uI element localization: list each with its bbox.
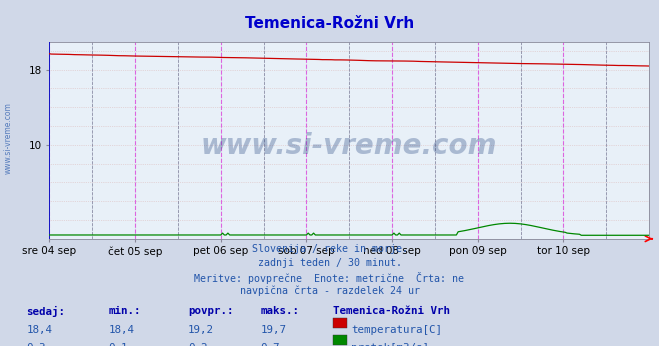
Text: Slovenija / reke in morje.: Slovenija / reke in morje. — [252, 244, 407, 254]
Text: www.si-vreme.com: www.si-vreme.com — [4, 102, 13, 174]
Text: Meritve: povprečne  Enote: metrične  Črta: ne: Meritve: povprečne Enote: metrične Črta:… — [194, 272, 465, 284]
Text: zadnji teden / 30 minut.: zadnji teden / 30 minut. — [258, 258, 401, 268]
Text: sedaj:: sedaj: — [26, 306, 65, 317]
Text: 19,2: 19,2 — [188, 325, 214, 335]
Text: navpična črta - razdelek 24 ur: navpična črta - razdelek 24 ur — [239, 285, 420, 296]
Text: 19,7: 19,7 — [260, 325, 286, 335]
Text: Temenica-Rožni Vrh: Temenica-Rožni Vrh — [245, 16, 414, 30]
Text: 0,1: 0,1 — [109, 343, 129, 346]
Text: pretok[m3/s]: pretok[m3/s] — [351, 343, 429, 346]
Text: 18,4: 18,4 — [109, 325, 134, 335]
Text: temperatura[C]: temperatura[C] — [351, 325, 442, 335]
Text: 0,2: 0,2 — [188, 343, 208, 346]
Text: 0,3: 0,3 — [26, 343, 46, 346]
Text: maks.:: maks.: — [260, 306, 299, 316]
Text: 18,4: 18,4 — [26, 325, 52, 335]
Text: povpr.:: povpr.: — [188, 306, 233, 316]
Text: Temenica-Rožni Vrh: Temenica-Rožni Vrh — [333, 306, 450, 316]
Text: min.:: min.: — [109, 306, 141, 316]
Text: 0,7: 0,7 — [260, 343, 280, 346]
Text: www.si-vreme.com: www.si-vreme.com — [201, 132, 498, 160]
